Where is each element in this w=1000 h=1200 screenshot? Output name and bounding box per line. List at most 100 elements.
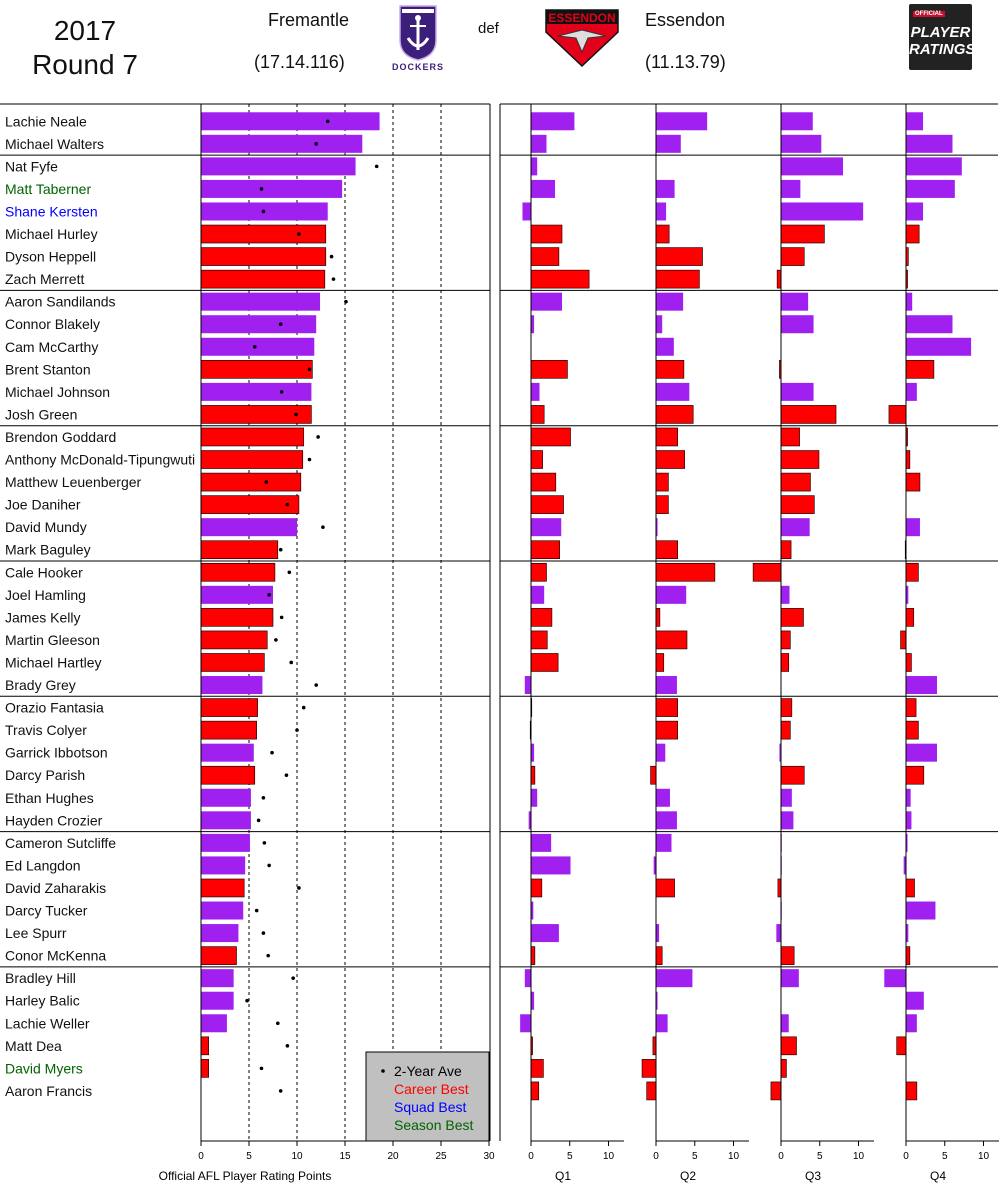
quarter-bar-q1 xyxy=(531,585,545,604)
total-bar xyxy=(200,450,304,469)
quarter-bar-q1 xyxy=(530,472,557,492)
quarter-bar-q1 xyxy=(530,269,590,289)
average-dot xyxy=(259,1066,264,1071)
quarter-bar-q4 xyxy=(906,157,962,176)
total-bar xyxy=(200,495,300,514)
quarter-bar-q2 xyxy=(655,653,665,672)
quarter-x-tick-label: 10 xyxy=(853,1151,865,1162)
total-bar xyxy=(201,788,251,807)
average-dot xyxy=(262,841,267,845)
quarter-bar-q2 xyxy=(655,630,688,650)
player-name: Ed Langdon xyxy=(5,857,81,873)
total-bar xyxy=(201,337,315,356)
away-team-score: (11.13.79) xyxy=(645,52,726,72)
quarter-x-tick-label: 0 xyxy=(653,1151,659,1162)
player-name: Conor McKenna xyxy=(5,948,106,964)
quarter-bar-q4 xyxy=(905,608,915,627)
quarter-bar-q1 xyxy=(530,224,563,244)
main-x-tick-label: 0 xyxy=(198,1151,204,1162)
quarter-bar-q2 xyxy=(656,743,666,762)
average-dot xyxy=(325,119,330,124)
quarter-bar-q4 xyxy=(906,743,937,762)
quarter-bar-q4 xyxy=(905,1081,918,1101)
quarter-bar-q1 xyxy=(531,157,538,176)
quarter-bar-q1 xyxy=(520,1014,531,1033)
total-bar xyxy=(200,1059,209,1078)
quarter-bar-q3 xyxy=(780,450,820,469)
quarter-bar-q1 xyxy=(530,562,547,582)
total-bar xyxy=(201,585,273,604)
quarter-bar-q1 xyxy=(531,518,562,537)
average-dot xyxy=(285,502,290,507)
player-name: Dyson Heppell xyxy=(5,249,96,265)
quarter-bar-q2 xyxy=(655,562,716,582)
total-bar xyxy=(200,653,265,672)
quarter-bar-q4 xyxy=(896,1036,907,1056)
average-dot xyxy=(267,863,271,868)
average-dot xyxy=(267,593,271,597)
average-dot xyxy=(294,412,298,417)
quarter-bar-q2 xyxy=(656,315,663,334)
quarter-bar-q3 xyxy=(781,811,794,830)
quarter-bar-q4 xyxy=(905,720,919,740)
fremantle-logo: DOCKERS xyxy=(392,5,444,72)
essendon-logo-text: ESSENDON xyxy=(548,11,615,25)
player-name: Lachie Weller xyxy=(5,1015,90,1031)
quarter-bar-q3 xyxy=(781,157,843,176)
home-team-score: (17.14.116) xyxy=(254,52,345,72)
result-word: def xyxy=(478,20,499,37)
quarter-x-tick-label: 5 xyxy=(817,1151,823,1162)
legend-average-dot xyxy=(381,1069,385,1073)
main-x-tick-label: 10 xyxy=(291,1151,303,1162)
main-x-tick-label: 20 xyxy=(387,1151,399,1162)
average-dot xyxy=(270,750,274,755)
quarter-bar-q3 xyxy=(780,224,825,244)
quarter-bar-q1 xyxy=(530,1059,544,1078)
quarter-bar-q2 xyxy=(656,676,677,695)
quarter-bar-q2 xyxy=(641,1059,657,1078)
quarter-bar-q2 xyxy=(656,202,667,221)
total-bar xyxy=(200,765,256,785)
average-dot xyxy=(316,435,320,439)
player-name: Joel Hamling xyxy=(5,587,86,603)
quarter-bar-q2 xyxy=(655,269,700,289)
quarter-bar-q2 xyxy=(653,856,656,875)
quarter-bar-q3 xyxy=(780,247,805,266)
player-name: Bradley Hill xyxy=(5,970,76,986)
quarter-bar-q3 xyxy=(780,1036,797,1056)
player-name: James Kelly xyxy=(5,609,80,625)
quarter-bar-q3 xyxy=(781,292,809,311)
total-bar xyxy=(201,811,251,830)
fremantle-logo-caption: DOCKERS xyxy=(392,62,444,72)
quarter-bar-q3 xyxy=(781,1014,789,1033)
total-bar xyxy=(201,833,250,852)
total-bar xyxy=(201,112,380,131)
player-name: Aaron Sandilands xyxy=(5,294,116,310)
quarter-x-tick-label: 5 xyxy=(692,1151,698,1162)
quarter-bar-q3 xyxy=(780,427,800,447)
quarter-bar-q2 xyxy=(655,472,669,492)
quarter-bar-q3 xyxy=(781,134,822,153)
quarter-x-tick-label: 10 xyxy=(603,1151,615,1162)
average-dot xyxy=(278,1089,283,1093)
quarter-bar-q3 xyxy=(781,788,792,807)
player-name: Lachie Neale xyxy=(5,113,87,129)
quarter-x-tick-label: 0 xyxy=(778,1151,784,1162)
quarter-x-tick-label: 5 xyxy=(567,1151,573,1162)
quarter-bar-q3 xyxy=(780,653,790,672)
quarter-bar-q1 xyxy=(528,811,531,830)
player-name: Cameron Sutcliffe xyxy=(5,835,116,851)
quarter-bar-q3 xyxy=(781,202,864,221)
total-bar xyxy=(201,179,343,198)
player-name: Michael Johnson xyxy=(5,384,110,400)
quarter-x-tick-label: 10 xyxy=(728,1151,740,1162)
average-dot xyxy=(301,705,306,710)
quarter-bar-q1 xyxy=(531,924,559,943)
total-bar xyxy=(200,224,327,244)
total-bar xyxy=(200,360,313,379)
quarter-bar-q4 xyxy=(905,562,919,582)
total-bar xyxy=(201,743,254,762)
quarter-bar-q2 xyxy=(655,608,661,627)
quarter-bar-q2 xyxy=(655,698,679,717)
quarter-bar-q2 xyxy=(650,765,657,785)
